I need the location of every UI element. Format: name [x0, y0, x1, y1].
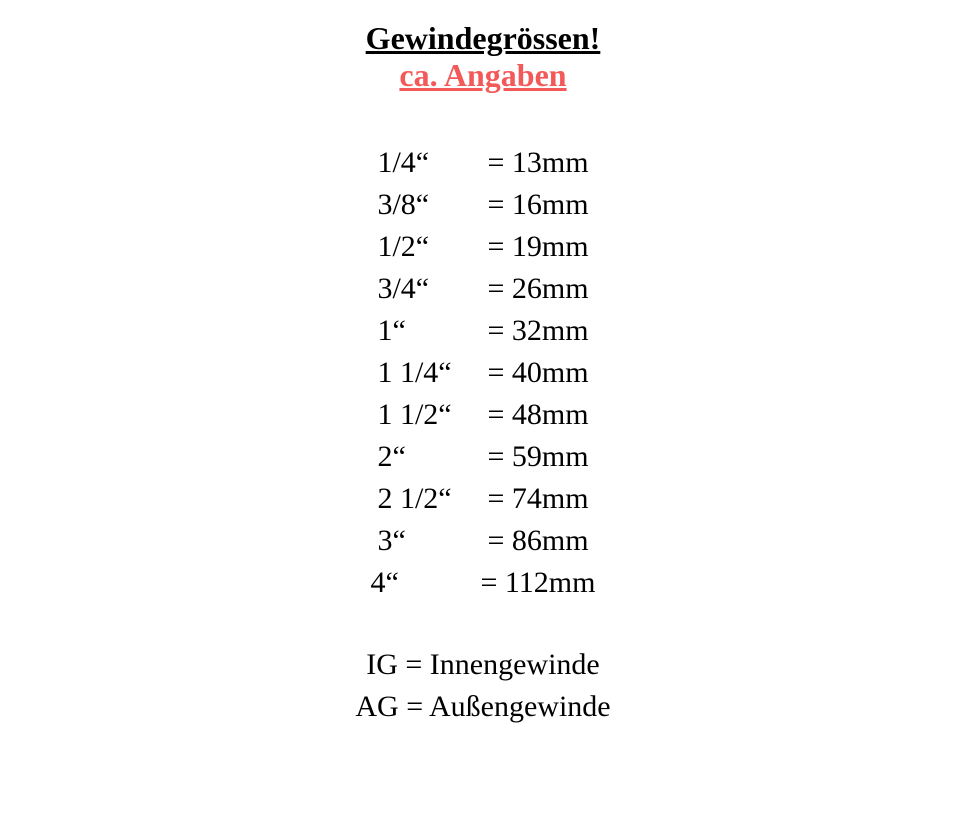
size-mm: = 40mm	[487, 352, 588, 394]
table-row: 1/2“ = 19mm	[377, 226, 588, 268]
table-row: 1 1/2“ = 48mm	[377, 394, 588, 436]
table-row: 3/8“ = 16mm	[377, 184, 588, 226]
size-inch: 2“	[377, 436, 487, 478]
size-inch: 1 1/4“	[377, 352, 487, 394]
size-mm: = 19mm	[487, 226, 588, 268]
size-mm: = 16mm	[487, 184, 588, 226]
size-inch: 3/4“	[377, 268, 487, 310]
size-inch: 1“	[377, 310, 487, 352]
legend-ig: IG = Innengewinde	[366, 644, 600, 686]
size-mm: = 13mm	[487, 142, 588, 184]
size-inch: 1/2“	[377, 226, 487, 268]
size-inch: 3/8“	[377, 184, 487, 226]
size-mm: = 86mm	[487, 520, 588, 562]
size-mm: = 26mm	[487, 268, 588, 310]
size-inch: 2 1/2“	[377, 478, 487, 520]
size-mm: = 32mm	[487, 310, 588, 352]
table-row: 2“ = 59mm	[377, 436, 588, 478]
table-row: 1 1/4“ = 40mm	[377, 352, 588, 394]
page-title: Gewindegrössen!	[366, 20, 601, 57]
size-mm: = 112mm	[481, 562, 596, 604]
size-mm: = 59mm	[487, 436, 588, 478]
size-mm: = 74mm	[487, 478, 588, 520]
legend: IG = Innengewinde AG = Außengewinde	[355, 644, 610, 728]
table-row: 1“ = 32mm	[377, 310, 588, 352]
table-row: 2 1/2“ = 74mm	[377, 478, 588, 520]
size-mm: = 48mm	[487, 394, 588, 436]
page-subtitle: ca. Angaben	[399, 57, 566, 94]
legend-ag: AG = Außengewinde	[355, 686, 610, 728]
size-inch: 3“	[377, 520, 487, 562]
sizes-table: 1/4“ = 13mm 3/8“ = 16mm 1/2“ = 19mm 3/4“…	[371, 142, 596, 604]
table-row: 3“ = 86mm	[377, 520, 588, 562]
size-inch: 1/4“	[377, 142, 487, 184]
table-row: 4“ = 112mm	[371, 562, 596, 604]
table-row: 3/4“ = 26mm	[377, 268, 588, 310]
size-inch: 4“	[371, 562, 481, 604]
table-row: 1/4“ = 13mm	[377, 142, 588, 184]
size-inch: 1 1/2“	[377, 394, 487, 436]
